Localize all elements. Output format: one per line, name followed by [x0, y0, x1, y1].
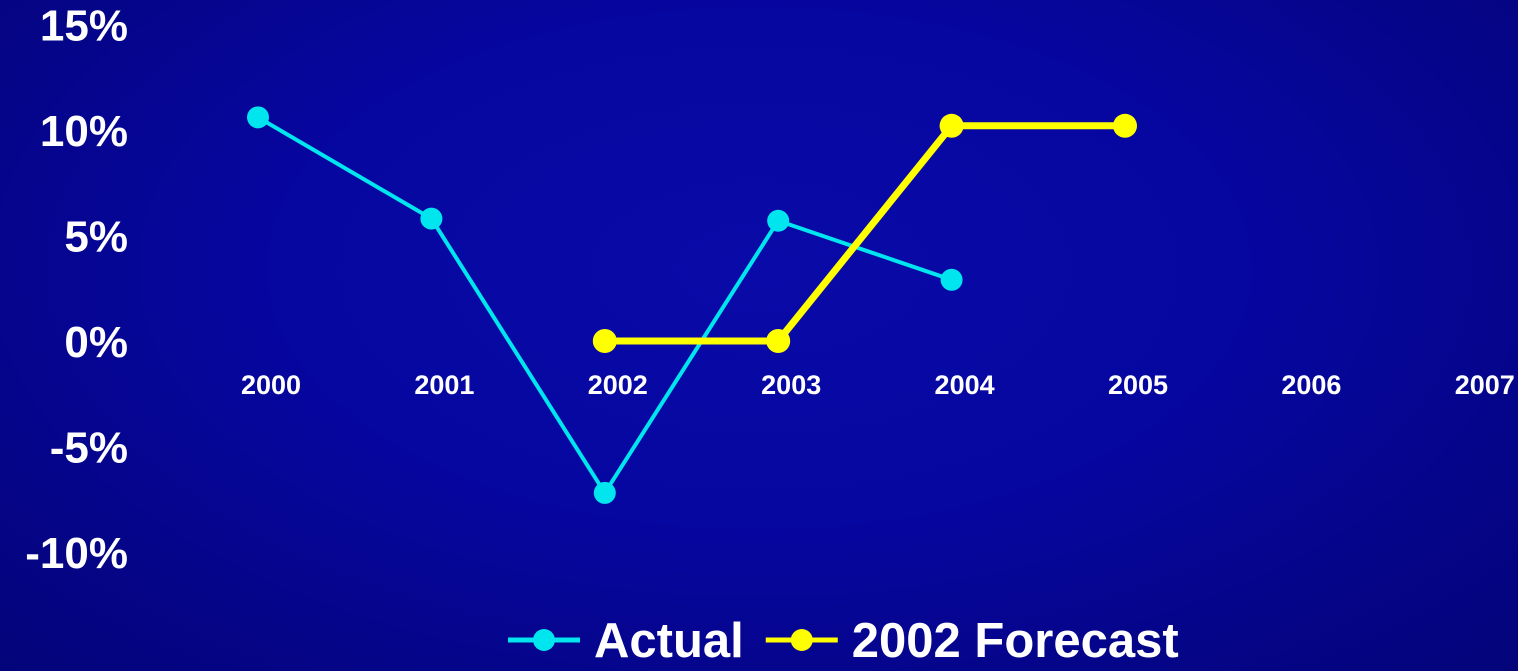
data-point	[939, 113, 964, 138]
x-tick-label: 2006	[1281, 370, 1341, 400]
series-actual	[247, 106, 963, 504]
series-line	[256, 115, 954, 495]
series-2002-forecast	[592, 113, 1137, 353]
data-point	[593, 481, 616, 504]
y-tick-label: -5%	[50, 424, 128, 473]
x-tick-label: 2000	[241, 370, 301, 400]
y-tick-label: 0%	[64, 318, 128, 367]
legend-label: Actual	[594, 614, 744, 668]
y-tick-label: -10%	[25, 529, 128, 578]
data-point	[767, 209, 790, 232]
y-tick-label: 10%	[40, 107, 128, 156]
x-axis: 2000 2001 2002 2003 2004 2005 2006 2007	[241, 370, 1515, 400]
x-tick-label: 2005	[1108, 370, 1168, 400]
x-tick-label: 2002	[588, 370, 648, 400]
data-point	[247, 106, 269, 129]
series-layer	[247, 106, 1137, 504]
data-point	[592, 329, 617, 353]
y-axis: 15% 10% 5% 0% -5% -10%	[25, 2, 128, 579]
legend-item: 2002 Forecast	[765, 614, 1179, 668]
x-tick-label: 2007	[1455, 370, 1515, 400]
x-tick-label: 2004	[935, 370, 995, 400]
series-line	[601, 122, 1129, 345]
legend-marker-swatch	[533, 629, 555, 651]
legend-item: Actual	[508, 614, 744, 668]
y-tick-label: 15%	[40, 2, 128, 51]
legend-label: 2002 Forecast	[852, 614, 1179, 668]
data-point	[420, 207, 443, 230]
data-point	[940, 268, 963, 291]
legend: Actual 2002 Forecast	[508, 614, 1179, 668]
data-point	[766, 329, 791, 353]
x-tick-label: 2001	[414, 370, 474, 400]
x-tick-label: 2003	[761, 370, 821, 400]
legend-marker-swatch	[790, 629, 813, 651]
y-tick-label: 5%	[64, 213, 128, 262]
data-point	[1113, 113, 1137, 138]
